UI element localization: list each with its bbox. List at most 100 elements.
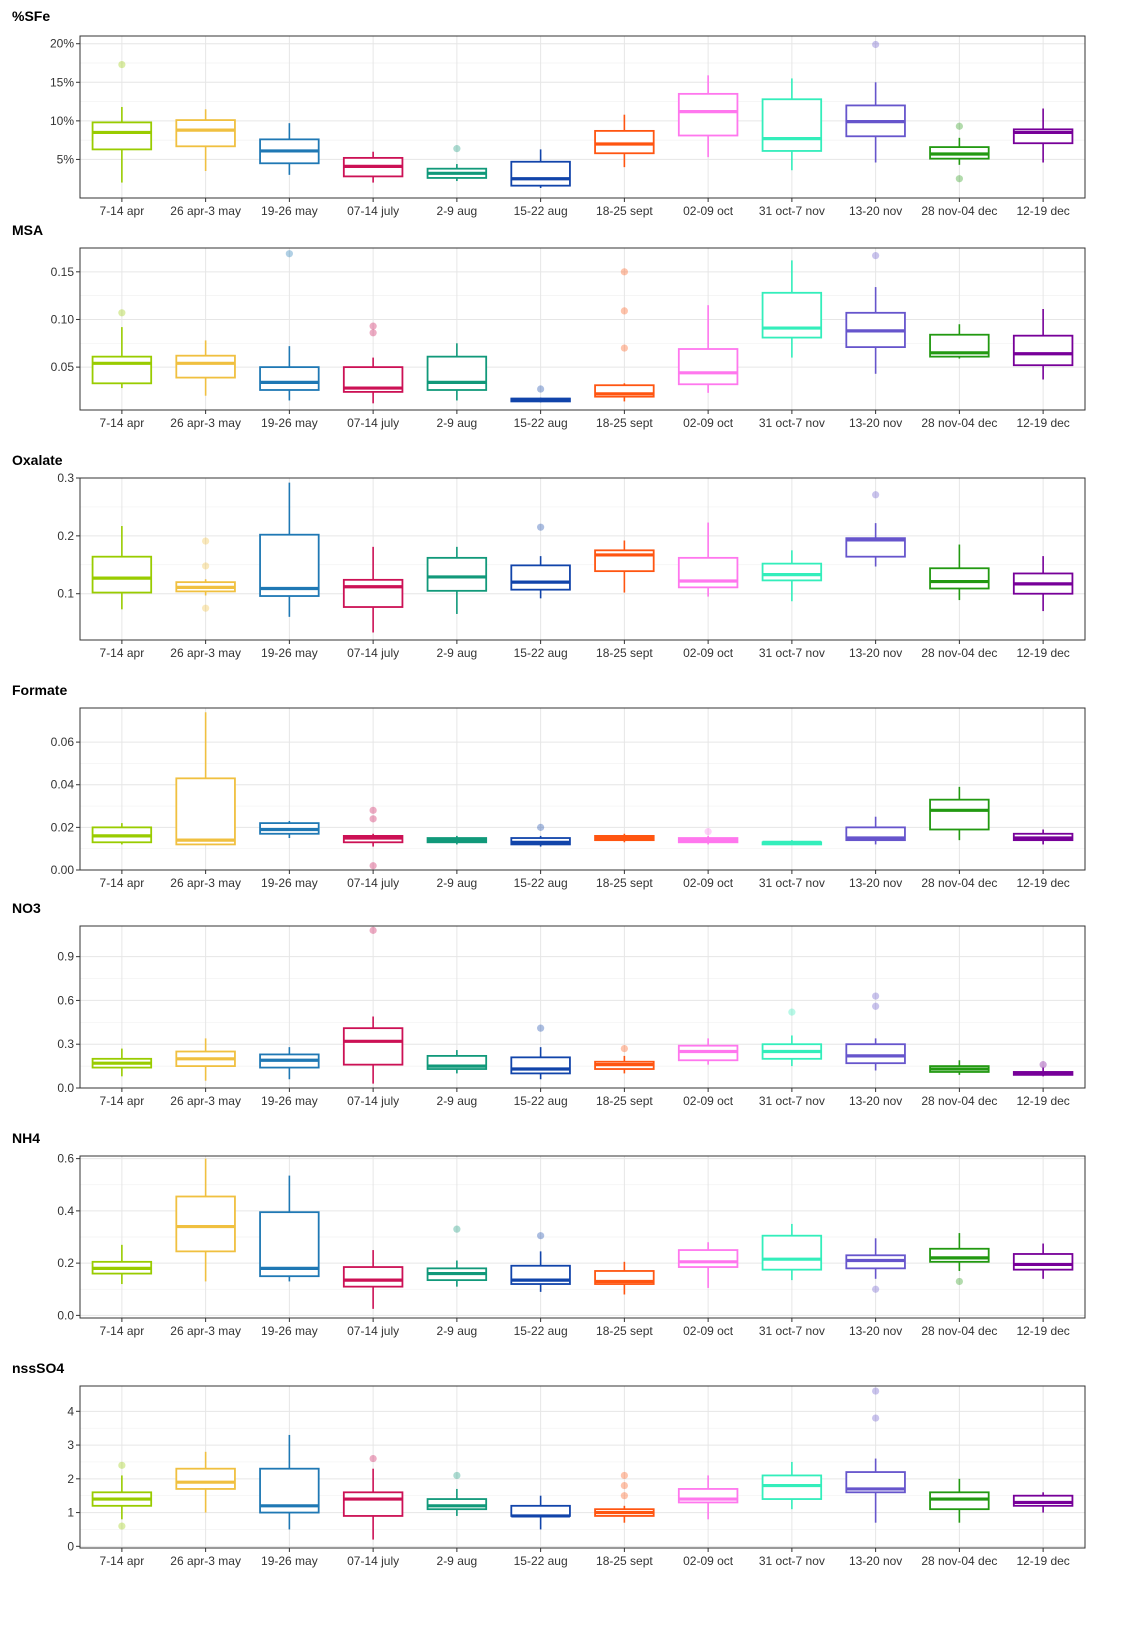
box-7 bbox=[594, 540, 655, 593]
x-tick-label: 18-25 sept bbox=[596, 1324, 653, 1338]
box-iqr bbox=[426, 1498, 488, 1511]
box-7 bbox=[594, 268, 655, 402]
box-3 bbox=[259, 250, 320, 401]
box-iqr bbox=[1012, 1253, 1074, 1271]
box-9 bbox=[761, 1461, 823, 1510]
panel--sfe: %SFe 5% 10% 15% 20% 7-14 apr 26 apr-3 may 19-26… bbox=[0, 8, 1132, 224]
box-iqr bbox=[761, 291, 823, 339]
box-11 bbox=[929, 544, 990, 601]
box-iqr bbox=[761, 98, 823, 152]
x-tick-label: 26 apr-3 may bbox=[170, 1554, 241, 1568]
x-tick-label: 07-14 july bbox=[347, 1324, 399, 1338]
box-11 bbox=[929, 324, 990, 359]
y-tick-label: 4 bbox=[67, 1404, 74, 1418]
box-6 bbox=[510, 523, 571, 599]
panel-border bbox=[79, 707, 1086, 871]
box-10 bbox=[845, 40, 906, 163]
y-tick-label: 0.00 bbox=[51, 863, 75, 877]
box-iqr bbox=[677, 1249, 739, 1268]
y-tick-label: 0.6 bbox=[57, 993, 74, 1007]
box-2 bbox=[175, 537, 236, 612]
box-5 bbox=[426, 1225, 488, 1287]
box-5 bbox=[426, 835, 488, 845]
y-tick-label: 0.6 bbox=[57, 1152, 74, 1166]
box-7 bbox=[594, 1044, 655, 1074]
box-4 bbox=[342, 546, 404, 633]
x-tick-label: 07-14 july bbox=[347, 416, 399, 430]
box-8 bbox=[677, 75, 739, 158]
x-tick-label: 02-09 oct bbox=[683, 876, 734, 890]
x-tick-label: 7-14 apr bbox=[100, 1324, 145, 1338]
box-iqr bbox=[929, 798, 990, 831]
x-tick-label: 28 nov-04 dec bbox=[921, 1554, 997, 1568]
x-tick-label: 26 apr-3 may bbox=[170, 204, 241, 218]
outlier-point bbox=[955, 122, 963, 130]
box-12 bbox=[1012, 308, 1074, 380]
box-4 bbox=[342, 322, 404, 404]
x-tick-label: 13-20 nov bbox=[849, 416, 902, 430]
box-10 bbox=[845, 1387, 906, 1523]
x-tick-label: 31 oct-7 nov bbox=[759, 876, 825, 890]
outlier-point bbox=[202, 537, 210, 545]
box-iqr bbox=[259, 1211, 320, 1278]
outlier-point bbox=[872, 1002, 880, 1010]
plot-svg: 0.05 0.10 0.15 7-14 apr 26 apr-3 may 19-26 ma… bbox=[51, 247, 1086, 430]
box-2 bbox=[175, 1451, 236, 1513]
plot-svg: 0.0 0.3 0.6 0.9 7-14 apr 26 apr-3 may 19-26 ma… bbox=[57, 925, 1086, 1108]
x-tick-label: 02-09 oct bbox=[683, 646, 734, 660]
x-tick-label: 31 oct-7 nov bbox=[759, 1094, 825, 1108]
x-tick-label: 19-26 may bbox=[261, 1554, 318, 1568]
x-tick-label: 28 nov-04 dec bbox=[921, 1324, 997, 1338]
box-8 bbox=[677, 828, 739, 845]
box-iqr bbox=[929, 1247, 990, 1263]
y-tick-label: 20% bbox=[50, 37, 74, 51]
y-tick-label: 0.9 bbox=[57, 950, 74, 964]
x-tick-label: 12-19 dec bbox=[1016, 204, 1069, 218]
x-tick-label: 26 apr-3 may bbox=[170, 1324, 241, 1338]
outlier-point bbox=[872, 1414, 880, 1422]
box-2 bbox=[175, 1038, 236, 1081]
box-12 bbox=[1012, 829, 1074, 845]
x-tick-label: 2-9 aug bbox=[437, 1094, 478, 1108]
x-tick-label: 19-26 may bbox=[261, 876, 318, 890]
box-iqr bbox=[510, 1056, 571, 1075]
box-iqr bbox=[929, 333, 990, 358]
box-8 bbox=[677, 305, 739, 393]
box-iqr bbox=[175, 119, 236, 148]
box-12 bbox=[1012, 1492, 1074, 1513]
box-6 bbox=[510, 1495, 571, 1530]
box-6 bbox=[510, 1024, 571, 1080]
outlier-point bbox=[955, 175, 963, 183]
outlier-point bbox=[118, 1522, 126, 1530]
y-tick-label: 1 bbox=[67, 1506, 74, 1520]
box-iqr bbox=[91, 555, 153, 594]
y-tick-label: 0.15 bbox=[51, 265, 75, 279]
box-6 bbox=[510, 1232, 571, 1292]
x-tick-label: 15-22 aug bbox=[514, 1324, 568, 1338]
panel-border bbox=[79, 35, 1086, 199]
panel-title: NH4 bbox=[12, 1130, 41, 1146]
box-2 bbox=[175, 712, 236, 846]
panel-title: MSA bbox=[12, 222, 44, 238]
box-9 bbox=[761, 260, 823, 358]
outlier-point bbox=[369, 926, 377, 934]
x-tick-label: 2-9 aug bbox=[437, 1554, 478, 1568]
y-tick-label: 0.1 bbox=[57, 587, 74, 601]
outlier-point bbox=[620, 1481, 628, 1490]
box-8 bbox=[677, 1242, 739, 1288]
x-tick-label: 15-22 aug bbox=[514, 1554, 568, 1568]
y-tick-label: 0.3 bbox=[57, 471, 74, 485]
x-tick-label: 28 nov-04 dec bbox=[921, 646, 997, 660]
box-12 bbox=[1012, 1243, 1074, 1279]
box-4 bbox=[342, 806, 404, 870]
panel-nssso4: nssSO4 0 1 2 3 4 7-14 apr 26 apr-3 may 19-26 may… bbox=[0, 1360, 1132, 1574]
outlier-point bbox=[369, 862, 377, 870]
box-6 bbox=[510, 385, 571, 403]
panel-title: NO3 bbox=[12, 900, 41, 916]
box-2 bbox=[175, 340, 236, 396]
box-iqr bbox=[845, 1471, 906, 1494]
panel-border bbox=[79, 247, 1086, 411]
x-tick-label: 7-14 apr bbox=[100, 876, 145, 890]
x-tick-label: 18-25 sept bbox=[596, 1554, 653, 1568]
panel-title: Oxalate bbox=[12, 452, 63, 468]
